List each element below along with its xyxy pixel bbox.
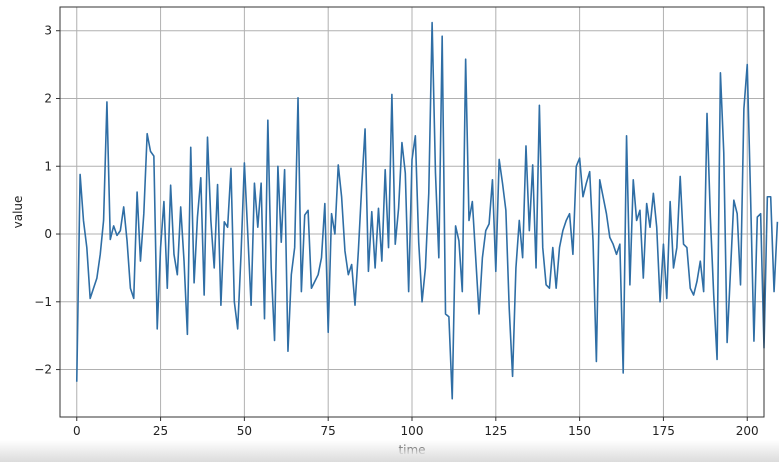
tick-labels: 0 25 50 75 100 125 150 175 200 −2 −1 0 1 2 3 — [34, 24, 758, 438]
x-tick-label: 50 — [237, 424, 252, 438]
y-tick-label: 0 — [44, 227, 52, 241]
series-line — [75, 21, 779, 400]
x-tick-label: 25 — [153, 424, 168, 438]
y-axis-label: value — [11, 196, 25, 229]
x-tick-label: 75 — [321, 424, 336, 438]
x-tick-label: 125 — [484, 424, 507, 438]
tick-marks — [56, 30, 748, 421]
x-tick-label: 200 — [736, 424, 759, 438]
y-tick-label: 2 — [44, 91, 52, 105]
y-tick-label: 1 — [44, 159, 52, 173]
x-tick-label: 150 — [568, 424, 591, 438]
x-tick-label: 175 — [652, 424, 675, 438]
gridlines — [60, 7, 764, 417]
y-tick-label: −1 — [34, 295, 52, 309]
x-tick-label: 100 — [401, 424, 424, 438]
series-layer — [75, 21, 779, 400]
y-tick-label: −2 — [34, 363, 52, 377]
bottom-shadow — [0, 440, 779, 462]
y-tick-label: 3 — [44, 24, 52, 38]
x-tick-label: 0 — [73, 424, 81, 438]
